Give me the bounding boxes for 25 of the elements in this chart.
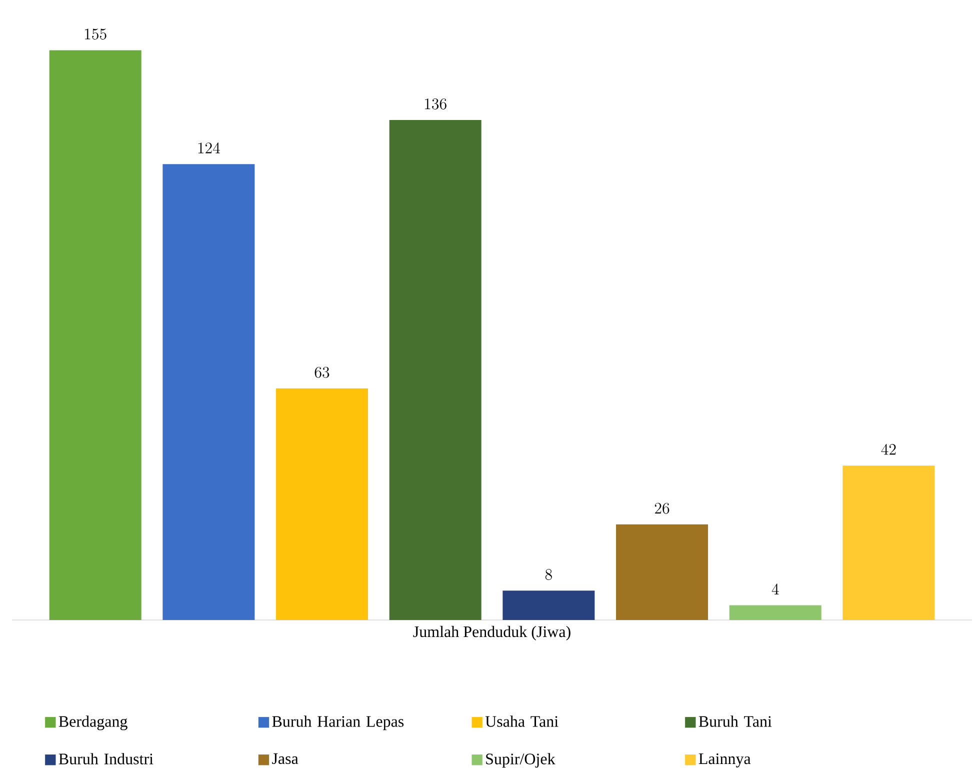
bar xyxy=(389,120,482,620)
bar xyxy=(842,466,935,620)
bar xyxy=(162,164,255,620)
data-label: 124 xyxy=(198,142,220,154)
legend-label: Jasa xyxy=(272,753,298,764)
data-label: 63 xyxy=(314,366,330,378)
bar xyxy=(729,605,822,620)
bar xyxy=(49,50,142,620)
bar xyxy=(276,388,368,620)
data-label: 4 xyxy=(772,584,779,594)
data-label: 8 xyxy=(545,569,552,580)
legend-label: Buruh Tani xyxy=(698,716,772,727)
legend-label: Buruh Industri xyxy=(58,753,154,764)
bar xyxy=(502,590,595,620)
x-axis-title: Jumlah Penduduk (Jiwa) xyxy=(413,626,570,640)
data-label: 155 xyxy=(85,28,106,40)
data-label: 136 xyxy=(425,98,446,110)
data-label: 42 xyxy=(881,444,896,455)
data-label: 26 xyxy=(654,502,670,514)
legend-label: Buruh Harian Lepas xyxy=(272,716,404,730)
legend-label: Lainnya xyxy=(698,753,751,768)
legend-label: Berdagang xyxy=(58,716,128,730)
legend-label: Usaha Tani xyxy=(485,716,558,727)
bar xyxy=(616,524,708,620)
legend-label: Supir/Ojek xyxy=(486,753,556,768)
